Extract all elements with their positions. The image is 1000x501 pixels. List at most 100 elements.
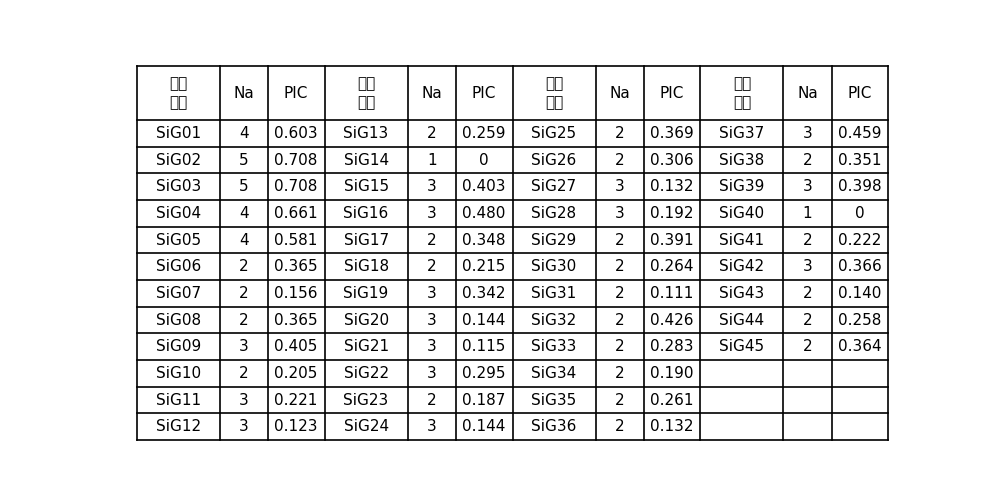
- Text: 2: 2: [803, 232, 812, 247]
- Text: 3: 3: [239, 339, 249, 354]
- Text: 4: 4: [239, 206, 249, 221]
- Text: 0.581: 0.581: [274, 232, 318, 247]
- Text: SiG12: SiG12: [156, 419, 201, 434]
- Text: 0.205: 0.205: [274, 366, 318, 381]
- Text: 0.351: 0.351: [838, 153, 882, 168]
- Text: 2: 2: [803, 339, 812, 354]
- Text: 0.426: 0.426: [650, 313, 694, 328]
- Text: SiG23: SiG23: [343, 393, 389, 408]
- Text: 0.123: 0.123: [274, 419, 318, 434]
- Text: SiG17: SiG17: [344, 232, 389, 247]
- Text: SiG13: SiG13: [343, 126, 389, 141]
- Text: 0.403: 0.403: [462, 179, 506, 194]
- Text: 3: 3: [803, 126, 812, 141]
- Text: Na: Na: [609, 86, 630, 101]
- Text: 0.261: 0.261: [650, 393, 694, 408]
- Text: SiG43: SiG43: [719, 286, 765, 301]
- Text: 0.283: 0.283: [650, 339, 694, 354]
- Text: 0.295: 0.295: [462, 366, 506, 381]
- Text: 2: 2: [427, 260, 436, 275]
- Text: SiG24: SiG24: [344, 419, 389, 434]
- Text: 3: 3: [427, 286, 437, 301]
- Text: SiG15: SiG15: [344, 179, 389, 194]
- Text: SiG37: SiG37: [719, 126, 765, 141]
- Text: 2: 2: [803, 313, 812, 328]
- Text: PIC: PIC: [660, 86, 684, 101]
- Text: 引物
名称: 引物 名称: [733, 76, 751, 110]
- Text: 0.369: 0.369: [650, 126, 694, 141]
- Text: 0.140: 0.140: [838, 286, 882, 301]
- Text: 0.187: 0.187: [462, 393, 506, 408]
- Text: Na: Na: [421, 86, 442, 101]
- Text: PIC: PIC: [848, 86, 872, 101]
- Text: 0.115: 0.115: [462, 339, 506, 354]
- Text: SiG27: SiG27: [531, 179, 577, 194]
- Text: 4: 4: [239, 232, 249, 247]
- Text: 0.264: 0.264: [650, 260, 694, 275]
- Text: 3: 3: [427, 313, 437, 328]
- Text: 0.259: 0.259: [462, 126, 506, 141]
- Text: SiG35: SiG35: [531, 393, 577, 408]
- Text: SiG09: SiG09: [156, 339, 201, 354]
- Text: 2: 2: [615, 286, 624, 301]
- Text: SiG29: SiG29: [531, 232, 577, 247]
- Text: SiG20: SiG20: [344, 313, 389, 328]
- Text: 5: 5: [239, 179, 249, 194]
- Text: 2: 2: [615, 313, 624, 328]
- Text: PIC: PIC: [472, 86, 496, 101]
- Text: 3: 3: [427, 419, 437, 434]
- Text: 3: 3: [239, 393, 249, 408]
- Text: 0.459: 0.459: [838, 126, 882, 141]
- Text: SiG02: SiG02: [156, 153, 201, 168]
- Text: SiG07: SiG07: [156, 286, 201, 301]
- Text: SiG16: SiG16: [343, 206, 389, 221]
- Text: 0.398: 0.398: [838, 179, 882, 194]
- Text: 3: 3: [427, 339, 437, 354]
- Text: 2: 2: [615, 339, 624, 354]
- Text: SiG39: SiG39: [719, 179, 765, 194]
- Text: SiG04: SiG04: [156, 206, 201, 221]
- Text: SiG03: SiG03: [156, 179, 201, 194]
- Text: 3: 3: [427, 206, 437, 221]
- Text: SiG11: SiG11: [156, 393, 201, 408]
- Text: 3: 3: [615, 206, 624, 221]
- Text: Na: Na: [233, 86, 254, 101]
- Text: Na: Na: [797, 86, 818, 101]
- Text: 引物
名称: 引物 名称: [169, 76, 187, 110]
- Text: 0.348: 0.348: [462, 232, 506, 247]
- Text: 5: 5: [239, 153, 249, 168]
- Text: 1: 1: [427, 153, 436, 168]
- Text: 0.661: 0.661: [274, 206, 318, 221]
- Text: 0.708: 0.708: [274, 153, 318, 168]
- Text: 2: 2: [427, 126, 436, 141]
- Text: 3: 3: [803, 179, 812, 194]
- Text: SiG22: SiG22: [344, 366, 389, 381]
- Text: SiG38: SiG38: [719, 153, 765, 168]
- Text: 2: 2: [239, 286, 249, 301]
- Text: 2: 2: [803, 286, 812, 301]
- Text: 0.222: 0.222: [838, 232, 882, 247]
- Text: 2: 2: [615, 232, 624, 247]
- Text: 0.144: 0.144: [462, 419, 506, 434]
- Text: SiG26: SiG26: [531, 153, 577, 168]
- Text: 2: 2: [239, 260, 249, 275]
- Text: 0.342: 0.342: [462, 286, 506, 301]
- Text: 0.156: 0.156: [274, 286, 318, 301]
- Text: 0.364: 0.364: [838, 339, 882, 354]
- Text: 2: 2: [615, 366, 624, 381]
- Text: 0.366: 0.366: [838, 260, 882, 275]
- Text: 0.144: 0.144: [462, 313, 506, 328]
- Text: 3: 3: [803, 260, 812, 275]
- Text: 0: 0: [479, 153, 489, 168]
- Text: 0.190: 0.190: [650, 366, 694, 381]
- Text: 3: 3: [427, 179, 437, 194]
- Text: SiG28: SiG28: [531, 206, 577, 221]
- Text: SiG30: SiG30: [531, 260, 577, 275]
- Text: 0.258: 0.258: [838, 313, 882, 328]
- Text: 0: 0: [855, 206, 865, 221]
- Text: 4: 4: [239, 126, 249, 141]
- Text: 1: 1: [803, 206, 812, 221]
- Text: 引物
名称: 引物 名称: [357, 76, 375, 110]
- Text: SiG25: SiG25: [531, 126, 577, 141]
- Text: SiG21: SiG21: [344, 339, 389, 354]
